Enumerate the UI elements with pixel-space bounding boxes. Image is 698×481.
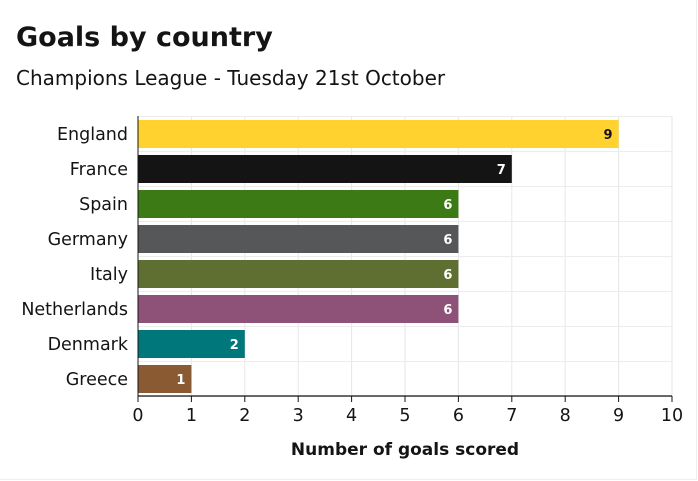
data-label: 6 — [443, 268, 452, 283]
grid-lines — [138, 116, 673, 397]
category-labels: England France Spain Germany Italy Netherland… — [21, 125, 129, 390]
category-label: Netherlands — [21, 300, 128, 320]
bar-denmark — [138, 330, 245, 358]
x-tick-label: 9 — [613, 406, 624, 426]
data-label: 9 — [604, 128, 613, 143]
x-tick-label: 10 — [661, 406, 683, 426]
category-label: France — [70, 160, 128, 180]
x-tick-label: 3 — [293, 406, 304, 426]
chart-title: Goals by country — [16, 22, 273, 53]
category-label: England — [57, 125, 128, 145]
data-label: 6 — [443, 198, 452, 213]
x-tick-label: 2 — [239, 406, 250, 426]
x-tick-label: 1 — [186, 406, 197, 426]
x-tick-label: 4 — [346, 406, 357, 426]
data-label: 2 — [230, 338, 239, 353]
bar-spain — [138, 190, 459, 218]
chart-subtitle: Champions League - Tuesday 21st October — [16, 66, 446, 90]
x-axis: 0 1 2 3 4 5 6 7 8 9 10 — [132, 116, 683, 426]
x-tick-label: 6 — [453, 406, 464, 426]
bars: 9 7 6 6 6 6 2 1 — [138, 120, 619, 393]
data-label: 6 — [443, 303, 452, 318]
bar-france — [138, 155, 512, 183]
category-label: Greece — [66, 370, 128, 390]
x-tick-label: 8 — [560, 406, 571, 426]
x-tick-label: 0 — [132, 406, 143, 426]
x-axis-title: Number of goals scored — [291, 440, 519, 460]
category-label: Italy — [90, 265, 128, 285]
bar-netherlands — [138, 295, 459, 323]
bar-greece — [138, 365, 192, 393]
x-tick-label: 5 — [399, 406, 410, 426]
category-label: Denmark — [48, 335, 129, 355]
data-label: 7 — [497, 163, 506, 178]
bar-germany — [138, 225, 459, 253]
category-label: Germany — [48, 230, 128, 250]
bar-england — [138, 120, 619, 148]
bar-italy — [138, 260, 459, 288]
x-tick-label: 7 — [506, 406, 517, 426]
data-label: 1 — [176, 373, 185, 388]
data-label: 6 — [443, 233, 452, 248]
category-label: Spain — [79, 195, 128, 215]
